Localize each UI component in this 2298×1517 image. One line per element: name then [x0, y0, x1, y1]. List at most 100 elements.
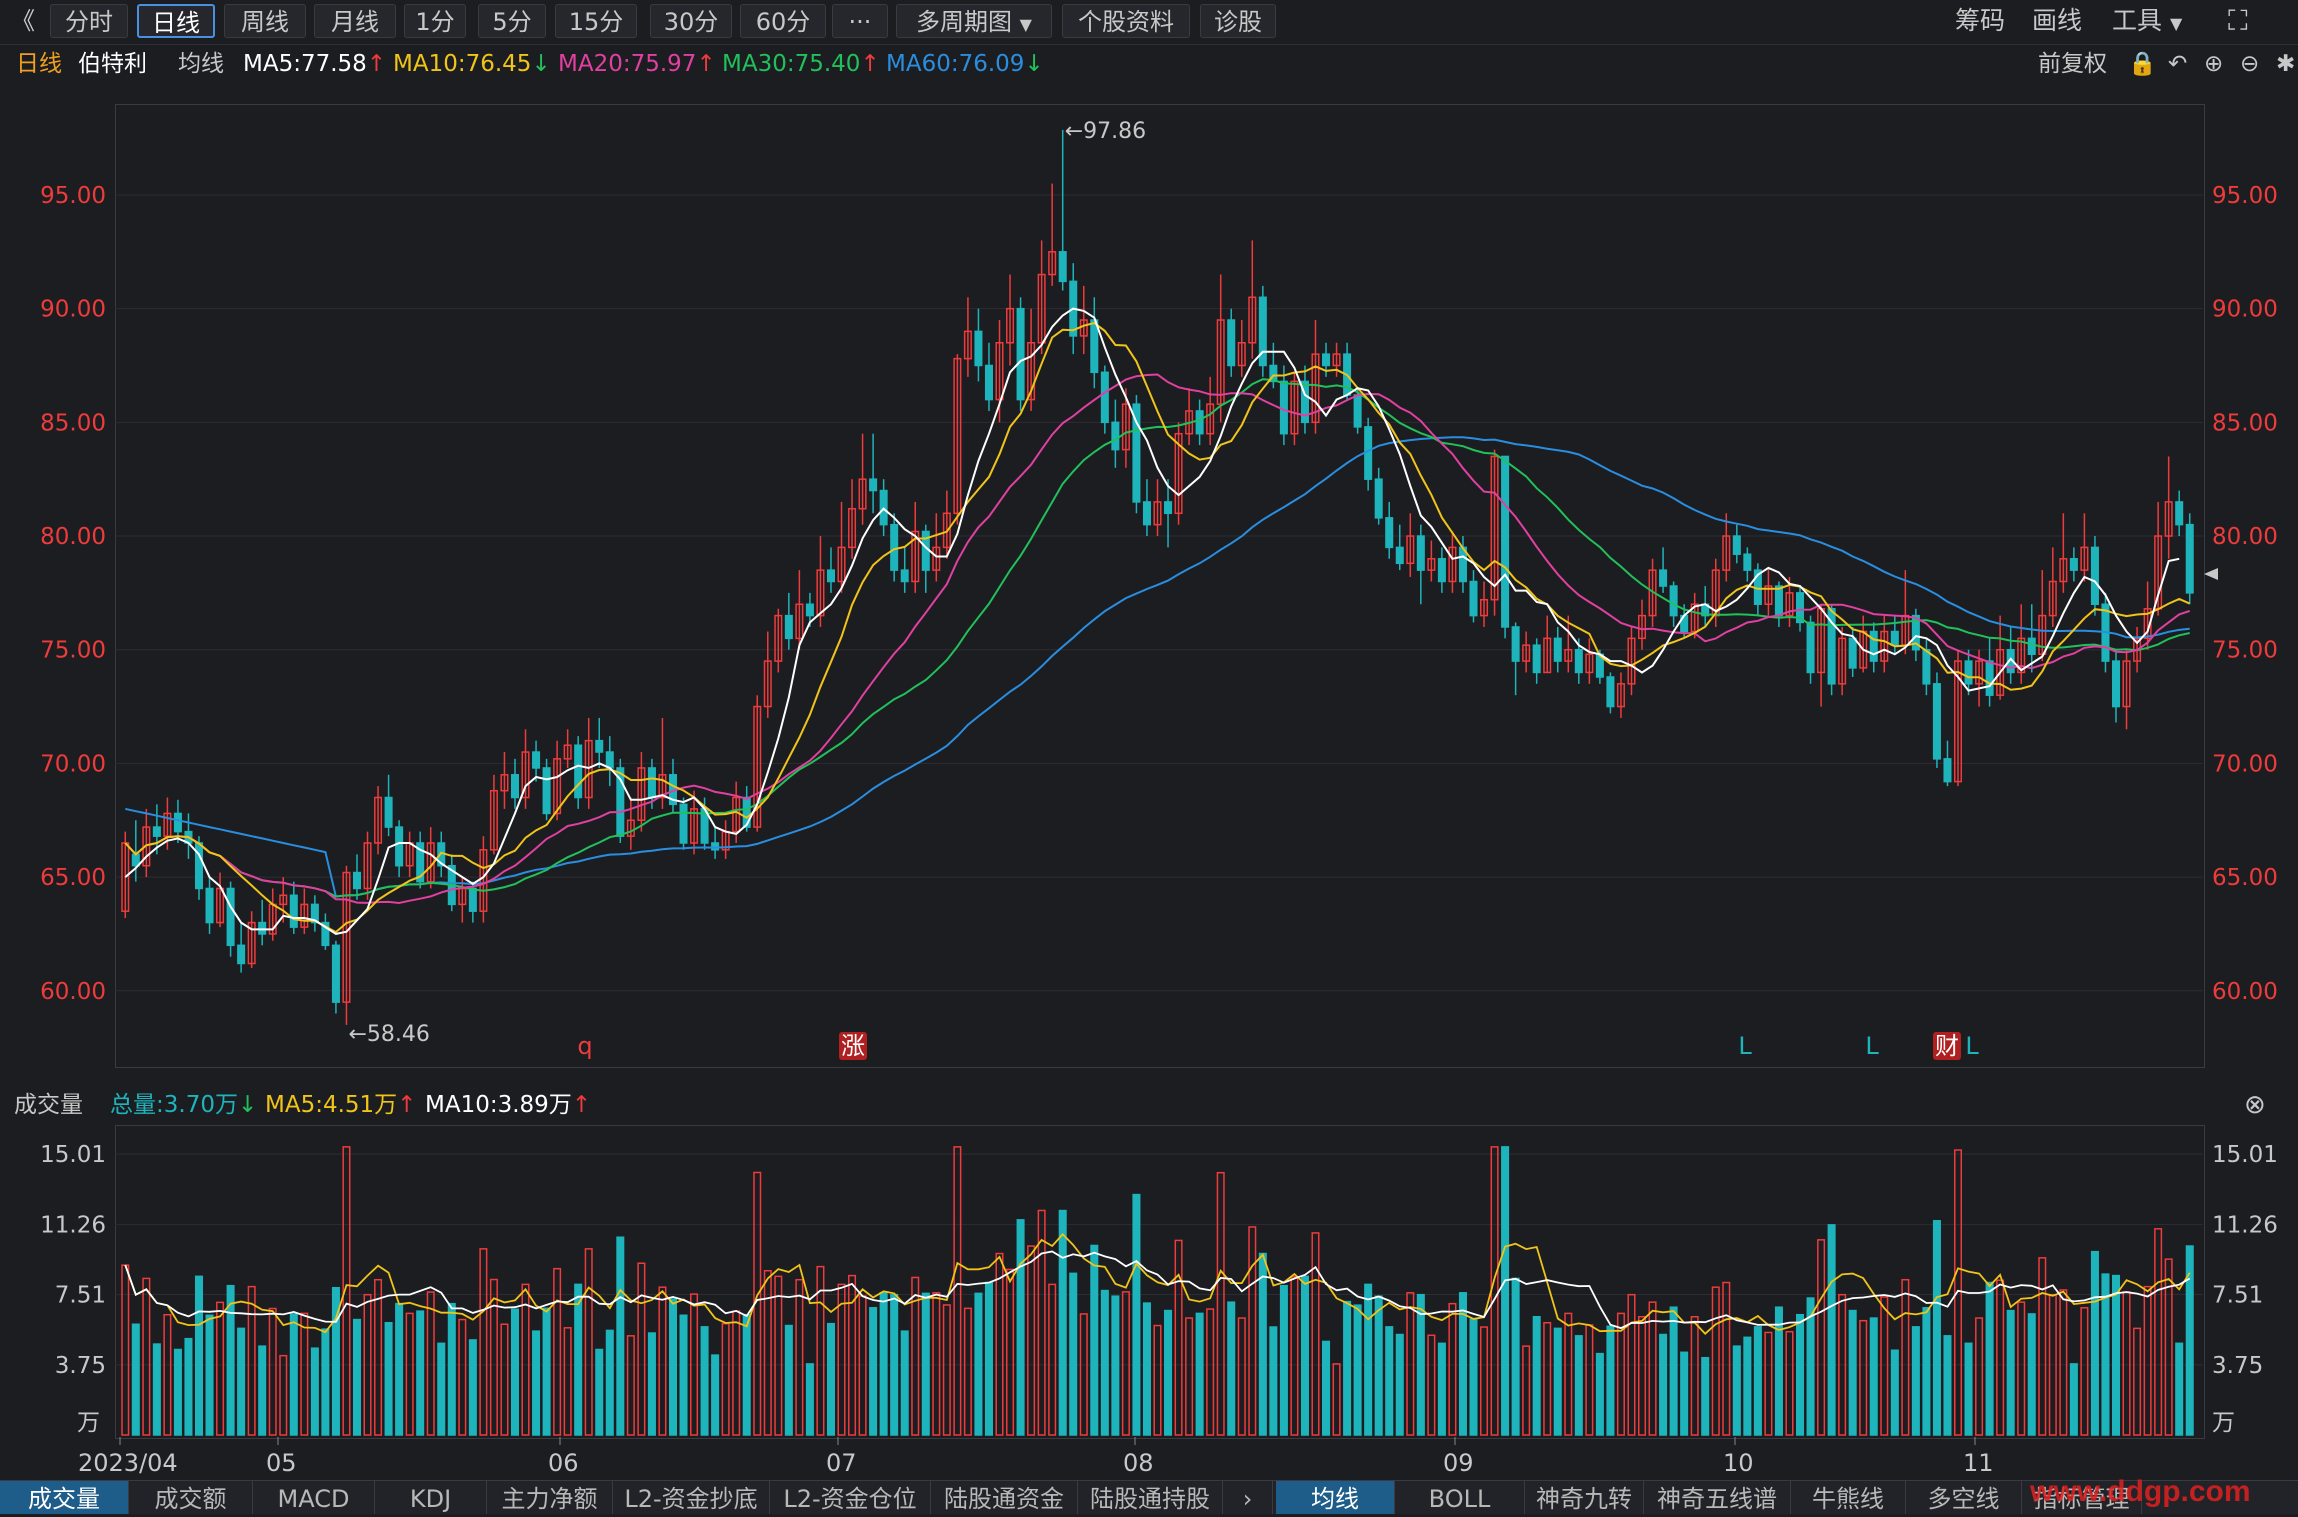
double-chevron-left-icon[interactable]: 《: [11, 7, 35, 35]
more-periods-button[interactable]: ···: [832, 4, 888, 38]
volume-bar: [437, 1342, 446, 1436]
volume-bar: [352, 1318, 362, 1436]
adjust-label[interactable]: 前复权: [2038, 51, 2107, 77]
candle-body: [911, 530, 920, 583]
multi-period-dropdown[interactable]: 多周期图 ▼: [896, 4, 1052, 38]
tab-日线[interactable]: 日线: [137, 4, 215, 38]
stock-name[interactable]: 伯特利: [78, 51, 147, 77]
zoom-out-icon[interactable]: ⊖: [2240, 51, 2260, 77]
candle-body: [1732, 535, 1741, 555]
volume-bar: [805, 1363, 814, 1436]
overlay-tab-6[interactable]: 指标管理: [2022, 1481, 2142, 1514]
volume-bar: [711, 1354, 720, 1436]
ma-label[interactable]: 均线: [178, 51, 224, 77]
settings-icon[interactable]: ✱: [2276, 51, 2296, 77]
volume-bar: [1532, 1316, 1541, 1436]
ma60-line: [125, 436, 2190, 898]
ma60-value: MA60:76.09↓: [886, 44, 1044, 84]
y-tick-label-left: 75.00: [40, 638, 106, 664]
overlay-tab-2[interactable]: 神奇九转: [1525, 1481, 1644, 1514]
zoom-in-icon[interactable]: ⊕: [2204, 51, 2224, 77]
watermark: www.ddgp.com: [2030, 1475, 2251, 1508]
overlay-tab-1[interactable]: BOLL: [1395, 1481, 1525, 1514]
y-tick-label-left: 95.00: [40, 183, 106, 209]
tab-5分[interactable]: 5分: [478, 4, 546, 38]
volume-bar: [763, 1269, 772, 1436]
tab-月线[interactable]: 月线: [314, 4, 396, 38]
price-chart-frame: [115, 104, 2205, 1068]
volume-bar: [1490, 1146, 1499, 1436]
overlay-tab-5[interactable]: 多空线: [1906, 1481, 2022, 1514]
volume-bar: [1216, 1171, 1225, 1436]
overlay-tab-3[interactable]: 神奇五线谱: [1644, 1481, 1791, 1514]
indicator-tab-5[interactable]: L2-资金抄底: [613, 1481, 770, 1514]
candle-body: [2080, 546, 2089, 571]
volume-ma10: MA10:3.89万↑: [425, 1085, 591, 1125]
ma5-line: [124, 307, 2180, 935]
candle-body: [216, 887, 225, 924]
indicator-tab-7[interactable]: 陆股通资金: [931, 1481, 1078, 1514]
candle-body: [1848, 637, 1857, 669]
lock-icon[interactable]: 🔒: [2128, 51, 2157, 77]
candle-body: [1311, 353, 1320, 424]
draw-line-button[interactable]: 画线: [2032, 6, 2083, 35]
price-chart[interactable]: 60.00 60.00 65.00 65.00 70.00 70.00 75.00 75.00…: [0, 84, 2298, 1084]
volume-chart[interactable]: 15.01 15.01 11.26 11.26 7.51 7.51 3.75 3.75 万 万 20…: [0, 1125, 2298, 1480]
indicator-tab-3[interactable]: KDJ: [375, 1481, 487, 1514]
x-tick-label: 09: [1443, 1449, 1474, 1477]
candle-body: [2164, 501, 2173, 537]
overlay-tab-4[interactable]: 牛熊线: [1791, 1481, 1906, 1514]
tab-30分[interactable]: 30分: [650, 4, 732, 38]
volume-bar: [279, 1354, 288, 1436]
tab-周线[interactable]: 周线: [224, 4, 306, 38]
vol-tick-label-left: 11.26: [40, 1212, 106, 1238]
diagnose-button[interactable]: 诊股: [1200, 4, 1276, 38]
tab-1分[interactable]: 1分: [404, 4, 466, 38]
volume-bar: [2101, 1273, 2110, 1436]
indicator-tab-8[interactable]: 陆股通持股: [1078, 1481, 1223, 1514]
candle-body: [574, 744, 583, 799]
volume-bar: [1901, 1278, 1910, 1436]
close-icon[interactable]: ⊗: [2244, 1090, 2266, 1120]
up-arrow-icon: ↑: [366, 51, 387, 77]
volume-total: 总量:3.70万↓: [110, 1085, 257, 1125]
candle-body: [1785, 592, 1794, 617]
candle-body: [1016, 307, 1025, 401]
volume-bar: [1553, 1327, 1562, 1436]
volume-bar: [1943, 1335, 1952, 1436]
tab-15分[interactable]: 15分: [555, 4, 637, 38]
candle-body: [658, 774, 667, 799]
x-tick-label: 08: [1123, 1449, 1154, 1477]
candle-body: [2059, 558, 2068, 583]
tab-分时[interactable]: 分时: [50, 4, 128, 38]
undo-icon[interactable]: ↶: [2168, 51, 2188, 77]
tools-dropdown[interactable]: 工具 ▼: [2112, 4, 2182, 38]
ma60-text: MA60:76.09: [886, 51, 1025, 77]
indicator-tab-4[interactable]: 主力净额: [487, 1481, 613, 1514]
volume-label[interactable]: 成交量: [14, 1092, 83, 1118]
overlay-tab-0[interactable]: 均线: [1276, 1481, 1395, 1514]
tab-60分[interactable]: 60分: [740, 4, 826, 38]
event-mark: 涨: [841, 1032, 865, 1060]
volume-bar: [331, 1287, 340, 1436]
indicator-tab-0[interactable]: 成交量: [0, 1481, 129, 1514]
indicator-tab-6[interactable]: L2-资金仓位: [770, 1481, 931, 1514]
y-tick-label-left: 80.00: [40, 524, 106, 550]
candle-body: [479, 849, 488, 912]
y-tick-label-right: 95.00: [2212, 183, 2278, 209]
candle-body: [1943, 758, 1952, 783]
chevron-right-icon[interactable]: ›: [1223, 1481, 1273, 1514]
stock-info-button[interactable]: 个股资料: [1062, 4, 1190, 38]
indicator-tab-1[interactable]: 成交额: [129, 1481, 253, 1514]
indicator-tab-2[interactable]: MACD: [253, 1481, 375, 1514]
tools-label: 工具: [2112, 6, 2163, 35]
volume-bar: [342, 1146, 351, 1436]
volume-bar: [1322, 1340, 1331, 1436]
fullscreen-icon[interactable]: ⛶: [2228, 4, 2248, 37]
candle-body: [1111, 421, 1120, 451]
candle-body: [1353, 394, 1362, 428]
chip-button[interactable]: 筹码: [1955, 6, 2006, 35]
volume-bar: [1964, 1342, 1973, 1436]
candle-body: [1437, 558, 1446, 583]
volume-bar: [742, 1313, 751, 1436]
